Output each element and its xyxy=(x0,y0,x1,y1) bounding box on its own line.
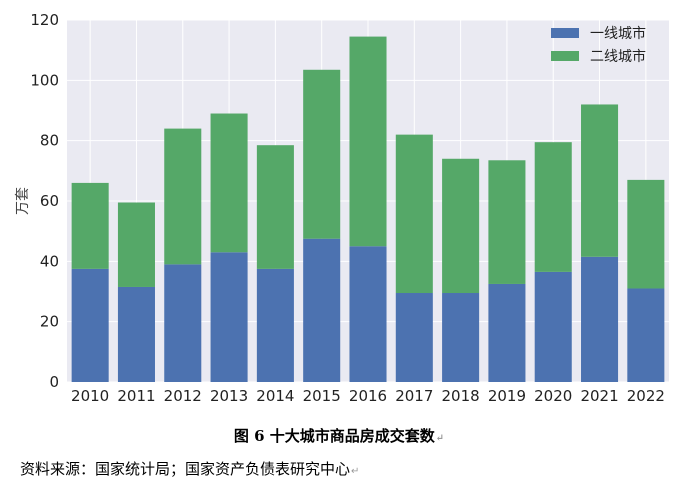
y-axis-label: 万套 xyxy=(15,187,31,215)
x-tick-label: 2016 xyxy=(349,387,387,405)
bar-tier2-2011 xyxy=(117,202,155,287)
y-tick-label: 60 xyxy=(40,192,59,210)
figure-caption: 图 6 十大城市商品房成交套数↵ xyxy=(233,427,445,445)
y-tick-label: 100 xyxy=(30,71,59,89)
y-tick-label: 80 xyxy=(40,132,59,150)
bar-tier2-2016 xyxy=(349,36,387,247)
stacked-bar-chart: 0 20 40 60 80 100 120 2010 2011 2012 2013 2014 2015 2… xyxy=(15,11,669,405)
bar-tier1-2018 xyxy=(442,293,480,382)
x-tick-label: 2015 xyxy=(303,387,341,405)
bar-tier2-2012 xyxy=(164,128,202,265)
legend-swatch xyxy=(551,51,579,61)
legend-label: 二线城市 xyxy=(590,48,646,65)
bar-tier2-2022 xyxy=(627,179,665,289)
bar-tier1-2020 xyxy=(534,271,572,382)
bar-tier1-2012 xyxy=(164,264,202,382)
y-tick-label: 120 xyxy=(30,11,59,29)
x-tick-label: 2013 xyxy=(210,387,248,405)
y-tick-label: 20 xyxy=(40,313,59,331)
x-tick-label: 2011 xyxy=(117,387,155,405)
legend-label: 一线城市 xyxy=(590,25,646,42)
bar-tier1-2014 xyxy=(256,268,294,382)
bar-tier2-2017 xyxy=(395,134,433,294)
bar-tier2-2019 xyxy=(488,160,526,284)
bar-tier1-2017 xyxy=(395,293,433,382)
bar-tier1-2022 xyxy=(627,288,665,382)
bar-tier1-2010 xyxy=(71,268,109,382)
x-tick-label: 2021 xyxy=(580,387,618,405)
x-tick-label: 2022 xyxy=(627,387,665,405)
bar-tier2-2015 xyxy=(303,69,341,239)
bar-tier1-2021 xyxy=(581,256,619,382)
bar-tier1-2019 xyxy=(488,283,526,382)
bar-tier2-2021 xyxy=(581,104,619,257)
x-tick-label: 2012 xyxy=(164,387,202,405)
bar-tier2-2020 xyxy=(534,142,572,272)
source-note: 资料来源：国家统计局；国家资产负债表研究中心↵ xyxy=(20,460,360,478)
y-tick-label: 40 xyxy=(40,252,59,270)
x-tick-label: 2010 xyxy=(71,387,109,405)
bar-tier1-2011 xyxy=(117,286,155,382)
x-tick-label: 2018 xyxy=(442,387,480,405)
bar-tier1-2016 xyxy=(349,246,387,382)
x-tick-label: 2019 xyxy=(488,387,526,405)
bar-tier2-2013 xyxy=(210,113,248,253)
legend-swatch xyxy=(551,28,579,38)
x-tick-label: 2017 xyxy=(395,387,433,405)
bar-tier2-2018 xyxy=(442,158,480,294)
x-tick-label: 2014 xyxy=(256,387,294,405)
x-tick-label: 2020 xyxy=(534,387,572,405)
bar-tier2-2014 xyxy=(256,145,294,269)
bar-tier1-2015 xyxy=(303,238,341,382)
bar-tier1-2013 xyxy=(210,252,248,382)
bar-tier2-2010 xyxy=(71,182,109,269)
y-tick-label: 0 xyxy=(49,373,59,391)
